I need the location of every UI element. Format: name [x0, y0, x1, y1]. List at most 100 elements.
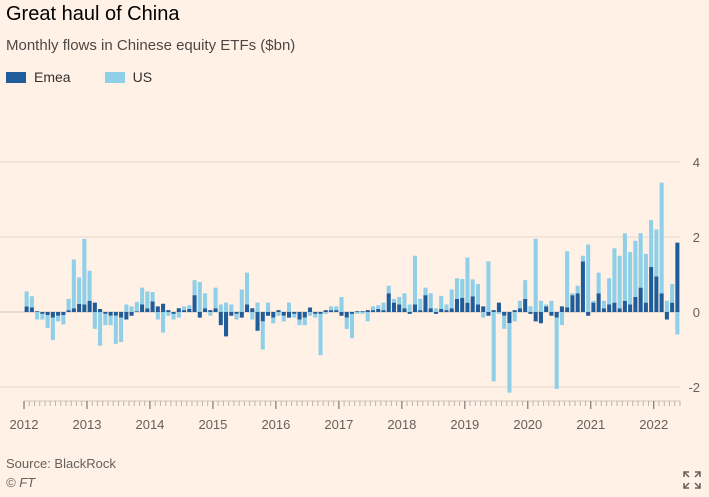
bar-us [161, 312, 166, 333]
bar-us [528, 306, 533, 313]
bar-us [255, 302, 260, 313]
bar-us [155, 312, 160, 320]
bar-us [176, 312, 181, 318]
legend-swatch-us [104, 71, 125, 83]
bar-us [481, 312, 486, 318]
bar-emea [654, 276, 659, 313]
x-tick-label: 2017 [324, 417, 353, 432]
bar-emea [119, 312, 124, 318]
bar-us [92, 312, 97, 329]
bar-us [313, 313, 318, 318]
bar-us [507, 323, 512, 393]
bar-us [538, 300, 543, 312]
bar-us [239, 289, 244, 312]
bar-emea [628, 304, 633, 312]
bar-emea [386, 293, 391, 312]
bar-us [61, 315, 66, 325]
x-tick-label: 2012 [10, 417, 39, 432]
bar-us [381, 302, 386, 311]
bar-emea [187, 309, 192, 312]
bar-us [612, 248, 617, 303]
bar-us [607, 278, 612, 305]
bar-emea [612, 302, 617, 313]
expand-icon[interactable] [683, 471, 701, 489]
bar-us [77, 277, 82, 304]
bar-us [649, 220, 654, 268]
bar-us [402, 293, 407, 309]
bar-emea [224, 312, 229, 337]
x-tick-label: 2015 [198, 417, 227, 432]
bar-us [418, 298, 423, 311]
source-note: Source: BlackRock [6, 456, 116, 471]
bar-us [287, 302, 292, 313]
bar-emea [124, 312, 129, 320]
bar-us [349, 313, 355, 339]
bar-emea [533, 312, 538, 322]
bar-us [454, 278, 459, 299]
bar-us [339, 297, 344, 312]
bar-emea [260, 312, 265, 322]
bar-us [297, 319, 302, 326]
bar-us [654, 229, 659, 277]
bar-emea [155, 306, 160, 313]
bar-emea [145, 308, 150, 312]
chart-plot: 420-2 2012 2013 2014 2015 2016 2017 2018 2019 20… [0, 155, 700, 432]
bar-emea [35, 311, 40, 312]
bar-emea [617, 308, 622, 312]
bar-emea [633, 297, 638, 312]
bar-us [150, 292, 155, 302]
bar-emea [61, 312, 66, 315]
bar-us [496, 312, 501, 314]
y-tick-label: 2 [693, 230, 700, 245]
bar-emea [161, 303, 166, 312]
bar-us [166, 312, 171, 316]
bar-emea [433, 312, 438, 314]
bar-us [234, 313, 239, 320]
bar-emea [45, 312, 50, 315]
bar-us [276, 312, 281, 316]
bar-us [119, 317, 124, 343]
bar-us [670, 283, 675, 303]
bar-us [98, 312, 103, 346]
bar-us [638, 233, 643, 288]
bar-us [355, 312, 360, 314]
bar-us [475, 283, 480, 305]
bar-emea [71, 308, 76, 312]
bar-us [386, 285, 391, 294]
bar-emea [491, 310, 496, 313]
bar-us [113, 315, 118, 344]
bar-us [50, 317, 55, 341]
bar-us [328, 306, 334, 311]
bar-emea [218, 312, 223, 326]
bar-emea [381, 310, 386, 313]
bar-emea [92, 302, 97, 313]
bars [24, 182, 680, 393]
bar-emea [203, 308, 208, 312]
bar-emea [507, 312, 512, 324]
bar-emea [281, 312, 286, 316]
bar-us [444, 304, 449, 311]
bar-emea [234, 312, 239, 314]
bar-emea [670, 302, 675, 313]
bar-emea [428, 308, 433, 312]
bar-emea [297, 312, 302, 320]
bar-us [601, 300, 606, 309]
bar-us [575, 285, 580, 294]
bar-us [187, 305, 192, 309]
bar-us [533, 238, 538, 313]
bar-emea [470, 296, 475, 312]
bar-emea [481, 306, 486, 313]
legend: Emea US [6, 69, 186, 85]
y-tick-label: 0 [693, 305, 700, 320]
x-axis-labels: 2012 2013 2014 2015 2016 2017 2018 2019 2020 2021… [10, 417, 669, 432]
bar-emea [418, 310, 423, 313]
bar-emea [475, 304, 480, 312]
bar-us [397, 297, 402, 305]
bar-emea [307, 307, 313, 312]
bar-emea [29, 307, 34, 312]
bar-us [643, 253, 648, 303]
bar-us [470, 279, 475, 297]
bar-us [407, 304, 412, 312]
bar-us [318, 313, 323, 356]
legend-item-emea: Emea [6, 69, 71, 85]
